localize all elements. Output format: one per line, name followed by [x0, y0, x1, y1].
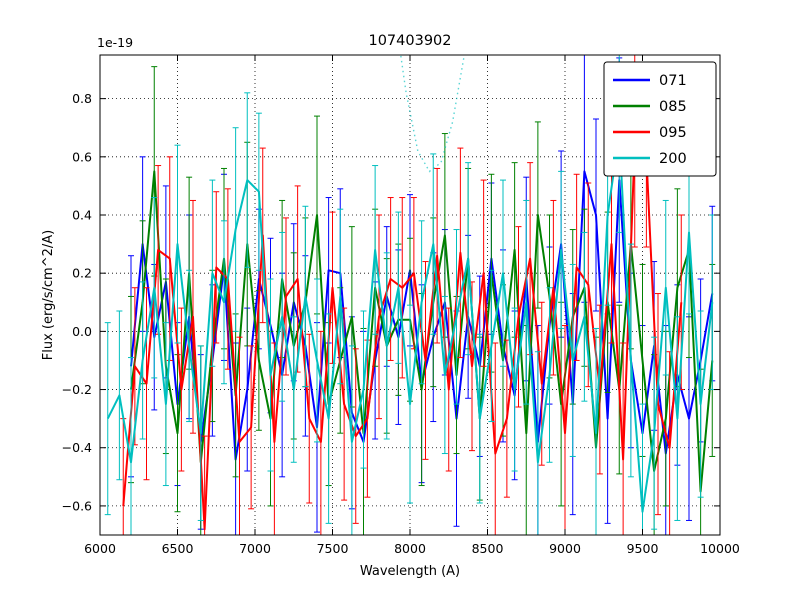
series-200 — [104, 55, 716, 535]
x-tick-label: 9000 — [549, 541, 581, 556]
legend-label-085: 085 — [659, 99, 687, 115]
x-tick-label: 8500 — [472, 541, 504, 556]
y-axis-label: Flux (erg/s/cm^2/A) — [41, 230, 56, 360]
x-tick-label: 8000 — [394, 541, 426, 556]
legend-label-200: 200 — [659, 151, 687, 167]
tick-labels: 6000 6500 7000 7500 8000 8500 9000 9500 10000 −0.… — [62, 91, 740, 556]
x-axis-label: Wavelength (A) — [360, 564, 460, 579]
series-line-095 — [122, 141, 683, 531]
y-tick-label: −0.4 — [62, 440, 92, 455]
y-tick-label: 0.2 — [72, 266, 92, 281]
x-tick-label: 6000 — [84, 541, 116, 556]
x-tick-label: 7000 — [239, 541, 271, 556]
tick-marks — [99, 55, 721, 535]
legend: 071 085 095 200 — [603, 61, 717, 177]
y-tick-label: −0.6 — [62, 498, 92, 513]
x-tick-label: 9500 — [627, 541, 659, 556]
legend-label-095: 095 — [659, 125, 687, 141]
y-tick-label: 0.6 — [72, 149, 92, 164]
chart-title: 107403902 — [368, 33, 451, 49]
y-axis-offset-label: 1e-19 — [97, 35, 133, 50]
y-tick-label: 0.0 — [72, 324, 92, 339]
x-tick-label: 7500 — [317, 541, 349, 556]
x-tick-label: 6500 — [162, 541, 194, 556]
legend-label-071: 071 — [659, 73, 687, 89]
series-dotted-overlay-200 — [400, 55, 466, 173]
legend-box — [603, 61, 717, 177]
series-line-200 — [106, 132, 714, 513]
y-tick-label: 0.8 — [72, 91, 92, 106]
y-tick-label: −0.2 — [62, 382, 92, 397]
y-tick-label: 0.4 — [72, 208, 92, 223]
x-tick-label: 10000 — [700, 541, 740, 556]
figure-text: 107403902 1e-19 Wavelength (A) Flux (erg/s/… — [41, 33, 460, 579]
plot-area — [104, 55, 716, 535]
